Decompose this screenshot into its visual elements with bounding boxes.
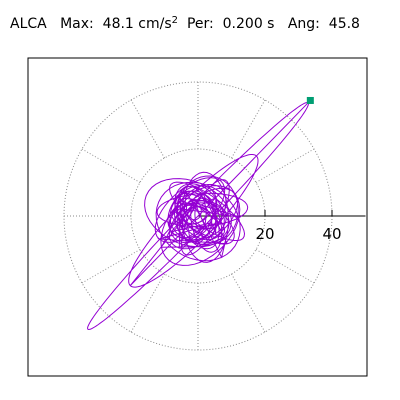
grid-spoke-330 (255, 249, 315, 284)
max-marker (306, 96, 314, 104)
grid-spoke-300 (231, 273, 266, 333)
max-label: Max: (60, 16, 94, 32)
radial-tick-label-1: 40 (322, 225, 341, 243)
max-value: 48.1 (102, 16, 134, 32)
plot-frame (27, 57, 368, 377)
plot-title: ALCA Max: 48.1 cm/s2 Per: 0.200 s Ang: 4… (10, 15, 360, 32)
max-unit: cm/s (138, 16, 172, 32)
grid-spoke-120 (130, 99, 165, 159)
radial-tick-label-0: 20 (255, 225, 274, 243)
grid-spoke-150 (81, 148, 141, 183)
max-unit-exponent: 2 (171, 15, 179, 26)
angle-label: Ang: (287, 16, 320, 32)
max-marker-layer (306, 96, 314, 104)
orbit-path (87, 101, 309, 331)
orbit-trace (87, 101, 309, 331)
polar-grid (63, 81, 333, 351)
grid-spoke-60 (231, 99, 266, 159)
grid-spoke-210 (81, 249, 141, 284)
period-value: 0.200 s (222, 16, 275, 32)
station-code: ALCA (10, 16, 47, 32)
grid-spoke-30 (255, 148, 315, 183)
grid-spoke-240 (130, 273, 165, 333)
period-label: Per: (186, 16, 214, 32)
angle-value: 45.8 (328, 16, 360, 32)
